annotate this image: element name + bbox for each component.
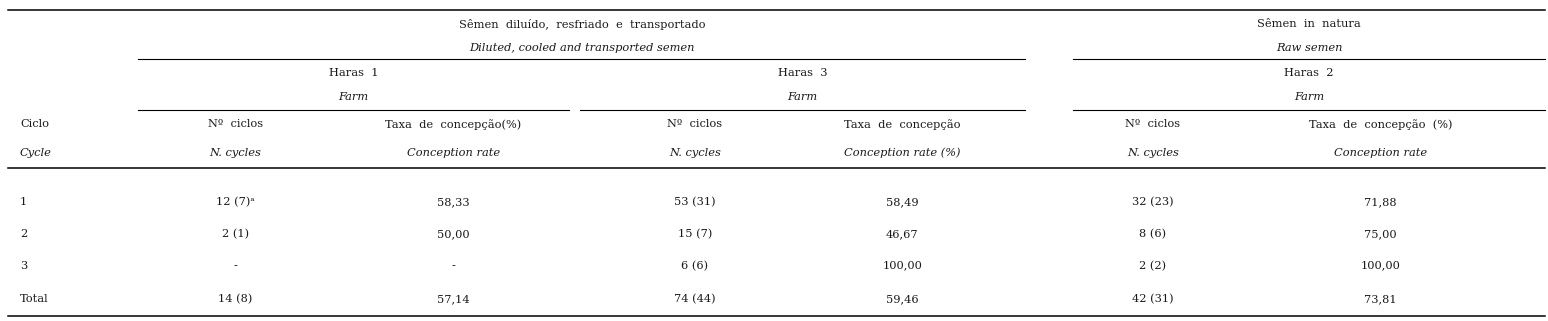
Text: Raw semen: Raw semen xyxy=(1276,43,1342,53)
Text: Haras  2: Haras 2 xyxy=(1285,68,1334,78)
Text: Ciclo: Ciclo xyxy=(20,119,50,129)
Text: Taxa  de  concepção: Taxa de concepção xyxy=(844,119,961,130)
Text: 3: 3 xyxy=(20,261,28,271)
Text: 59,46: 59,46 xyxy=(885,294,918,304)
Text: 57,14: 57,14 xyxy=(437,294,471,304)
Text: 73,81: 73,81 xyxy=(1364,294,1396,304)
Text: 6 (6): 6 (6) xyxy=(681,261,709,271)
Text: Sêmen  in  natura: Sêmen in natura xyxy=(1257,19,1361,29)
Text: 15 (7): 15 (7) xyxy=(678,229,712,239)
Text: 53 (31): 53 (31) xyxy=(673,197,715,207)
Text: -: - xyxy=(452,261,455,271)
Text: Conception rate: Conception rate xyxy=(407,148,500,158)
Text: 2: 2 xyxy=(20,229,28,239)
Text: Nº  ciclos: Nº ciclos xyxy=(667,119,723,129)
Text: Diluted, cooled and transported semen: Diluted, cooled and transported semen xyxy=(469,43,695,53)
Text: Farm: Farm xyxy=(339,92,368,102)
Text: Cycle: Cycle xyxy=(20,148,53,158)
Text: N. cycles: N. cycles xyxy=(209,148,262,158)
Text: Haras  1: Haras 1 xyxy=(328,68,378,78)
Text: Taxa  de  concepção(%): Taxa de concepção(%) xyxy=(385,119,522,130)
Text: Farm: Farm xyxy=(1294,92,1324,102)
Text: 74 (44): 74 (44) xyxy=(673,294,715,304)
Text: Total: Total xyxy=(20,294,48,304)
Text: 8 (6): 8 (6) xyxy=(1139,229,1167,239)
Text: 100,00: 100,00 xyxy=(1361,261,1401,271)
Text: Sêmen  diluído,  resfriado  e  transportado: Sêmen diluído, resfriado e transportado xyxy=(458,19,706,30)
Text: 2 (1): 2 (1) xyxy=(221,229,249,239)
Text: 1: 1 xyxy=(20,197,28,207)
Text: Conception rate (%): Conception rate (%) xyxy=(844,148,961,158)
Text: 100,00: 100,00 xyxy=(882,261,923,271)
Text: N. cycles: N. cycles xyxy=(669,148,721,158)
Text: Conception rate: Conception rate xyxy=(1334,148,1427,158)
Text: 50,00: 50,00 xyxy=(437,229,471,239)
Text: Taxa  de  concepção  (%): Taxa de concepção (%) xyxy=(1308,119,1452,130)
Text: 12 (7)ᵃ: 12 (7)ᵃ xyxy=(215,197,254,207)
Text: -: - xyxy=(234,261,237,271)
Text: Haras  3: Haras 3 xyxy=(777,68,827,78)
Text: 42 (31): 42 (31) xyxy=(1132,294,1173,304)
Text: 58,49: 58,49 xyxy=(885,197,918,207)
Text: 71,88: 71,88 xyxy=(1364,197,1396,207)
Text: Farm: Farm xyxy=(788,92,817,102)
Text: Nº  ciclos: Nº ciclos xyxy=(207,119,263,129)
Text: Nº  ciclos: Nº ciclos xyxy=(1125,119,1181,129)
Text: 75,00: 75,00 xyxy=(1364,229,1396,239)
Text: N. cycles: N. cycles xyxy=(1127,148,1180,158)
Text: 58,33: 58,33 xyxy=(437,197,471,207)
Text: 2 (2): 2 (2) xyxy=(1139,261,1167,271)
Text: 32 (23): 32 (23) xyxy=(1132,197,1173,207)
Text: 14 (8): 14 (8) xyxy=(218,294,252,304)
Text: 46,67: 46,67 xyxy=(885,229,918,239)
